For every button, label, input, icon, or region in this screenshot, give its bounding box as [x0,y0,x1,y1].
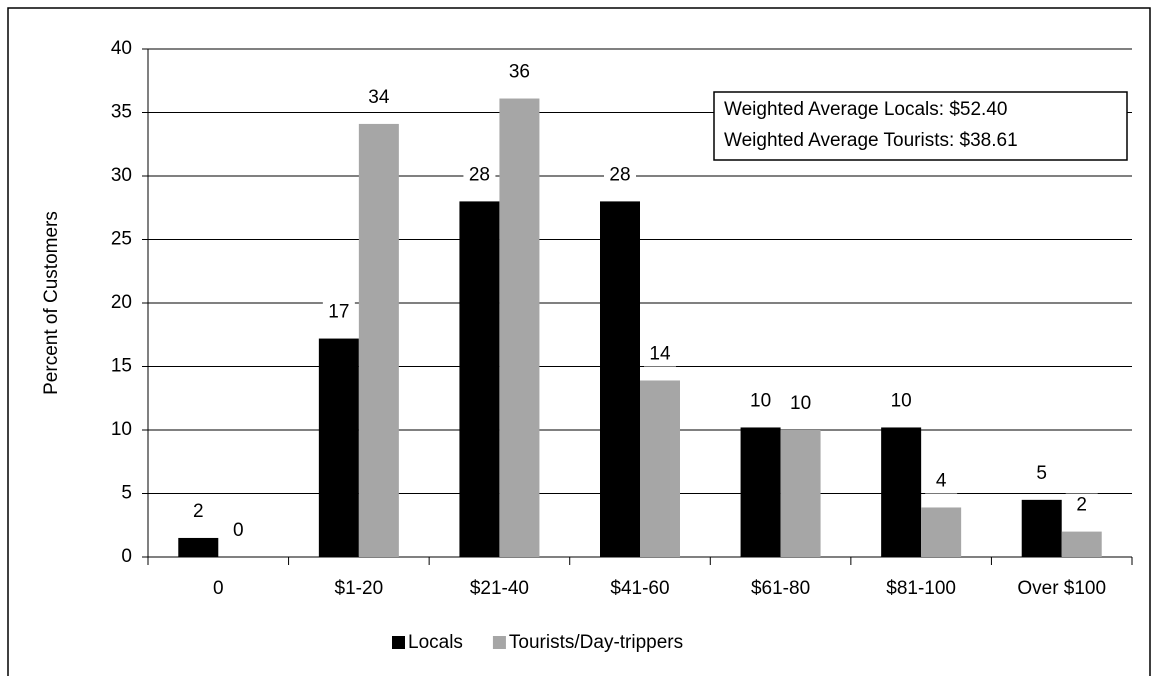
value-label-bg [503,60,536,85]
bar [178,537,219,557]
value-label: 17 [328,302,349,323]
value-label: 4 [936,470,947,491]
bar [1021,499,1062,557]
bar [740,427,781,557]
x-tick-label: $81-100 [886,578,956,599]
y-tick-label: 5 [121,483,132,504]
value-label: 14 [649,343,671,364]
bar [318,338,359,557]
value-label-bg [1025,461,1058,486]
value-label: 2 [1076,495,1087,516]
y-tick-label: 25 [111,229,132,250]
y-axis-label: Percent of Customers [41,211,62,395]
y-tick-label: 35 [111,102,132,123]
y-tick-label: 15 [111,356,132,377]
value-label-bg [925,469,958,494]
annotation: Weighted Average Tourists: $38.61 [724,130,1018,151]
value-label-bg [463,163,496,188]
bar [358,123,399,558]
value-label-bg [644,342,676,367]
x-tick-label: 0 [213,578,224,599]
value-label: 28 [469,164,490,185]
value-label-bg [182,499,215,524]
bar [499,98,540,557]
value-label-bg [744,389,777,414]
x-tick-label: $21-40 [470,578,529,599]
value-label-bg [1065,493,1098,518]
bar [600,201,640,557]
y-tick-label: 10 [111,419,132,440]
value-label: 2 [193,501,204,522]
bar [1061,531,1102,557]
x-tick-label: Over $100 [1017,578,1106,599]
legend-label: Tourists/Day-trippers [509,632,683,653]
value-label: 10 [750,390,771,411]
value-label: 28 [609,164,630,185]
bar [640,380,680,557]
value-label-bg [784,392,817,416]
bar [459,201,500,557]
value-label: 10 [790,393,811,414]
value-label: 10 [891,390,912,411]
bar [881,427,922,557]
value-label: 5 [1036,463,1047,484]
x-tick-label: $41-60 [610,578,669,599]
value-label-bg [604,163,636,188]
legend-label: Locals [408,632,463,653]
value-label-bg [885,389,918,414]
annotation: Weighted Average Locals: $52.40 [724,99,1007,120]
y-tick-label: 0 [121,546,132,567]
legend-swatch [492,636,506,649]
value-label: 34 [368,87,390,108]
bar [921,507,962,557]
value-label: 36 [509,62,530,83]
value-label-bg [222,519,255,543]
value-label: 0 [233,520,244,541]
y-tick-label: 30 [111,165,132,186]
value-label-bg [362,85,395,110]
annotation-box [713,91,1128,161]
legend-swatch [392,636,405,649]
x-tick-label: $1-20 [335,578,384,599]
y-tick-label: 20 [111,292,132,313]
x-tick-label: $61-80 [751,578,810,599]
value-label-bg [322,300,355,325]
y-tick-label: 40 [111,38,132,59]
bar [780,430,821,557]
